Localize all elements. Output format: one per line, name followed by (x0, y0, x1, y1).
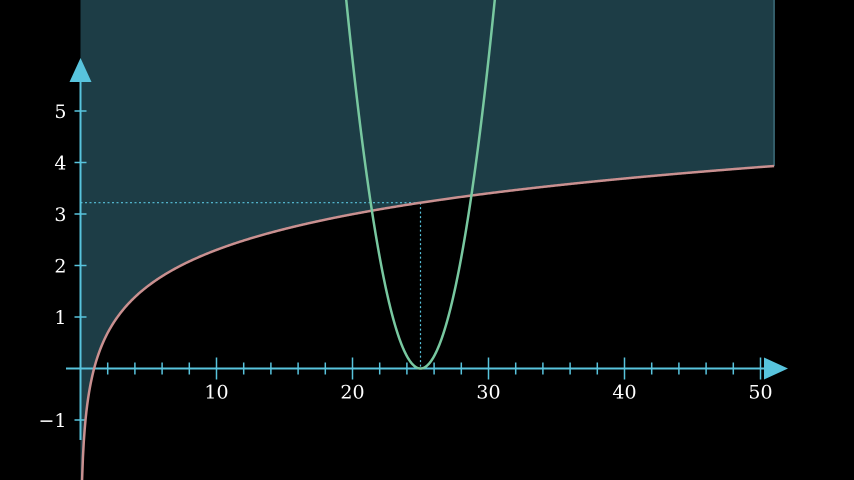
shaded-region-layer (80, 0, 775, 480)
curves-layer (80, 0, 775, 480)
y-tick-label: −1 (38, 410, 66, 432)
x-tick-label: 50 (748, 382, 772, 404)
x-tick-label: 10 (204, 382, 228, 404)
x-tick-label: 40 (612, 382, 636, 404)
y-tick-label: 4 (54, 153, 66, 175)
x-tick-label: 30 (476, 382, 500, 404)
guide-lines-layer (80, 202, 422, 369)
shaded-region (80, 0, 775, 480)
parabola-curve (344, 0, 497, 370)
x-axis-arrow-icon (764, 357, 788, 380)
y-tick-label: 1 (54, 307, 66, 329)
y-tick-label: 3 (54, 204, 66, 226)
y-tick-label: 2 (54, 256, 66, 278)
tick-labels-layer: 10 20 30 40 50 −1 1 2 3 4 5 (38, 101, 772, 432)
y-tick-label: 5 (54, 101, 66, 123)
log-curve (80, 164, 775, 480)
y-axis-arrow-icon (69, 58, 92, 82)
x-tick-label: 20 (340, 382, 364, 404)
